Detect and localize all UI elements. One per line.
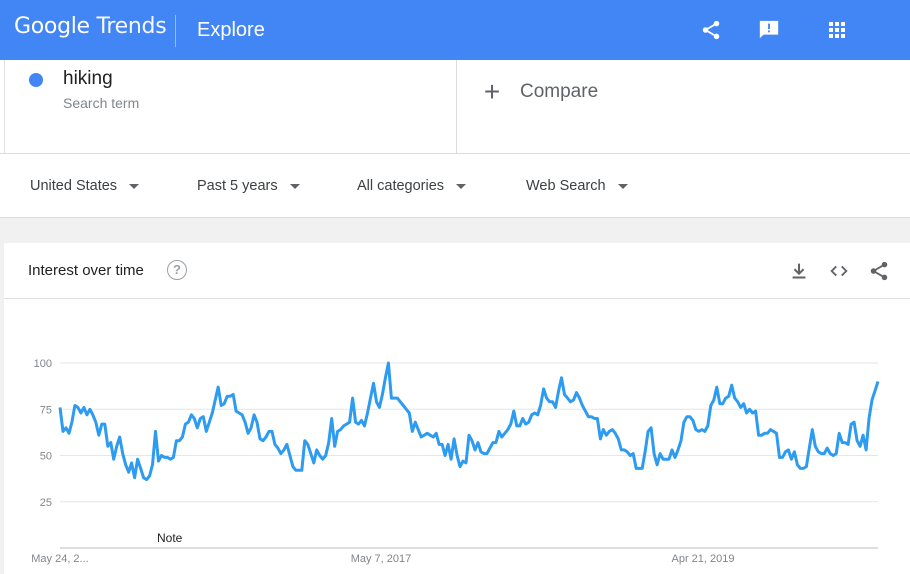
card-header-divider <box>4 298 910 299</box>
x-tick-label: May 24, 2... <box>31 553 88 565</box>
x-tick-label: May 7, 2017 <box>351 553 412 565</box>
interest-over-time-chart[interactable]: 25 50 75 100 May 24, 2... May 7, 2017 Apr 21,… <box>4 243 910 574</box>
category-filter-dropdown[interactable]: All categories <box>357 178 467 194</box>
top-app-bar: Google Trends Explore <box>0 0 910 60</box>
property-filter-label: Web Search <box>526 178 606 194</box>
x-tick-label: Apr 21, 2019 <box>672 553 735 565</box>
help-icon[interactable]: ? <box>167 260 187 280</box>
search-panel: hiking Search term + Compare United Stat… <box>0 60 910 218</box>
y-tick-label: 100 <box>34 358 52 370</box>
time-filter-dropdown[interactable]: Past 5 years <box>197 178 300 194</box>
chevron-down-icon <box>617 183 628 189</box>
y-tick-label: 25 <box>40 497 52 509</box>
region-filter-label: United States <box>30 178 118 194</box>
share-icon[interactable] <box>698 17 724 43</box>
series-line-hiking <box>58 361 880 482</box>
search-term-box[interactable]: hiking Search term <box>4 60 457 153</box>
google-trends-logo[interactable]: Google Trends <box>14 14 167 39</box>
search-term-type: Search term <box>63 95 140 111</box>
y-tick-label: 50 <box>40 451 52 463</box>
category-filter-label: All categories <box>357 178 445 194</box>
chevron-down-icon <box>456 183 467 189</box>
download-icon[interactable] <box>788 260 810 282</box>
search-term-name[interactable]: hiking <box>63 68 113 89</box>
share-icon[interactable] <box>868 260 890 282</box>
property-filter-dropdown[interactable]: Web Search <box>526 178 628 194</box>
card-title: Interest over time <box>28 262 144 279</box>
y-tick-label: 75 <box>40 404 52 416</box>
search-panel-divider <box>0 153 910 154</box>
logo-google-text: Google <box>14 14 90 39</box>
embed-code-icon[interactable] <box>828 260 850 282</box>
time-filter-label: Past 5 years <box>197 178 278 194</box>
compare-label: Compare <box>520 81 599 102</box>
compare-button[interactable]: + Compare <box>480 76 599 107</box>
chart-note-label[interactable]: Note <box>157 531 183 545</box>
region-filter-dropdown[interactable]: United States <box>30 178 140 194</box>
chevron-down-icon <box>289 183 300 189</box>
header-divider <box>175 15 176 47</box>
logo-trends-text: Trends <box>96 14 167 39</box>
chevron-down-icon <box>129 183 140 189</box>
plus-icon: + <box>483 76 501 107</box>
apps-grid-icon[interactable] <box>824 17 850 43</box>
term-color-dot <box>29 73 43 87</box>
feedback-icon[interactable] <box>756 17 782 43</box>
interest-over-time-card: Interest over time ? 25 50 75 100 May 24, 2… <box>4 243 910 574</box>
page-title: Explore <box>197 19 265 41</box>
